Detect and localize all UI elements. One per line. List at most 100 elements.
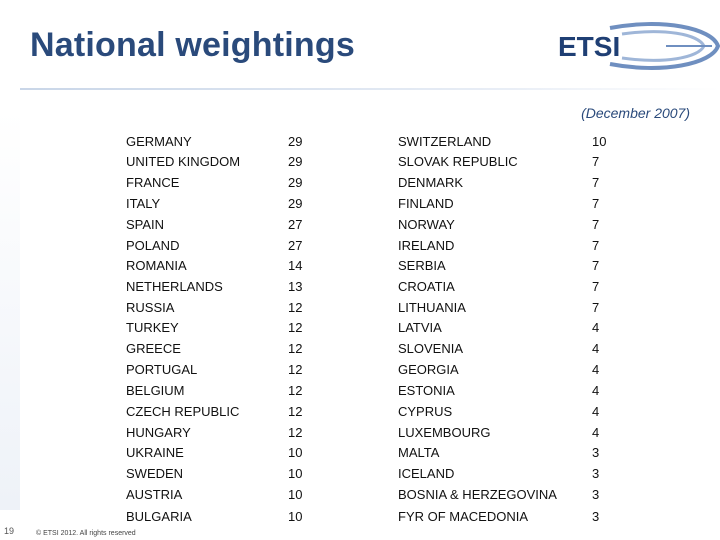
country-name-right: ICELAND <box>398 466 455 481</box>
country-name-right: LITHUANIA <box>398 300 466 315</box>
table-row: TURKEY 12 LATVIA 4 <box>126 318 616 338</box>
country-name-left: GREECE <box>126 341 181 356</box>
weight-left: 29 <box>288 196 303 211</box>
weight-right: 3 <box>592 509 600 524</box>
country-name-left: SWEDEN <box>126 466 184 481</box>
country-name-left: NETHERLANDS <box>126 279 223 294</box>
etsi-logo-icon: ETSI <box>558 22 720 70</box>
weight-left: 13 <box>288 279 303 294</box>
table-row: POLAND 27 IRELAND 7 <box>126 236 616 256</box>
weight-right: 7 <box>592 279 600 294</box>
date-caption: (December 2007) <box>581 105 690 121</box>
weight-left: 29 <box>288 175 303 190</box>
country-name-left: RUSSIA <box>126 300 175 315</box>
weight-left: 12 <box>288 425 303 440</box>
weight-right: 3 <box>592 445 600 460</box>
weight-right: 7 <box>592 154 600 169</box>
weight-right: 4 <box>592 383 600 398</box>
table-row: GERMANY 29 SWITZERLAND 10 <box>126 132 616 152</box>
table-row: RUSSIA 12 LITHUANIA 7 <box>126 298 616 318</box>
weight-right: 4 <box>592 320 600 335</box>
country-name-left: UNITED KINGDOM <box>126 154 241 169</box>
weight-left: 10 <box>288 509 303 524</box>
table-row: ITALY 29 FINLAND 7 <box>126 194 616 214</box>
weight-right: 10 <box>592 134 607 149</box>
country-name-left: POLAND <box>126 238 180 253</box>
table-row: FRANCE 29 DENMARK 7 <box>126 173 616 193</box>
table-row: PORTUGAL 12 GEORGIA 4 <box>126 360 616 380</box>
weight-left: 29 <box>288 154 303 169</box>
weight-right: 7 <box>592 300 600 315</box>
weight-left: 29 <box>288 134 303 149</box>
table-row: BULGARIA 10 FYR OF MACEDONIA 3 <box>126 507 616 527</box>
weightings-table: GERMANY 29 SWITZERLAND 10 UNITED KINGDOM 29 SL… <box>126 132 616 532</box>
weight-right: 7 <box>592 217 600 232</box>
country-name-left: GERMANY <box>126 134 192 149</box>
weight-left: 27 <box>288 217 303 232</box>
country-name-right: SLOVAK REPUBLIC <box>398 154 518 169</box>
country-name-left: FRANCE <box>126 175 180 190</box>
etsi-logo: ETSI <box>552 22 720 70</box>
country-name-right: FYR OF MACEDONIA <box>398 509 529 524</box>
svg-text:ETSI: ETSI <box>558 31 620 62</box>
slide-title: National weightings <box>30 26 355 64</box>
table-row: UKRAINE 10 MALTA 3 <box>126 443 616 463</box>
weight-left: 10 <box>288 466 303 481</box>
table-row: AUSTRIA 10 BOSNIA & HERZEGOVINA 3 <box>126 485 616 505</box>
country-name-right: ESTONIA <box>398 383 455 398</box>
weight-left: 14 <box>288 258 303 273</box>
weight-right: 7 <box>592 196 600 211</box>
weight-left: 12 <box>288 383 303 398</box>
weight-right: 3 <box>592 487 600 502</box>
weight-right: 4 <box>592 362 600 377</box>
country-name-right: IRELAND <box>398 238 455 253</box>
country-name-right: SLOVENIA <box>398 341 464 356</box>
weight-left: 12 <box>288 404 303 419</box>
country-name-left: BULGARIA <box>126 509 192 524</box>
table-row: SWEDEN 10 ICELAND 3 <box>126 464 616 484</box>
page-number: 19 <box>4 526 15 536</box>
weight-right: 3 <box>592 466 600 481</box>
weight-right: 7 <box>592 175 600 190</box>
country-name-right: MALTA <box>398 445 440 460</box>
country-name-right: SWITZERLAND <box>398 134 492 149</box>
country-name-left: ITALY <box>126 196 161 211</box>
country-name-right: BOSNIA & HERZEGOVINA <box>398 487 557 502</box>
country-name-right: SERBIA <box>398 258 446 273</box>
country-name-left: UKRAINE <box>126 445 184 460</box>
country-name-left: CZECH REPUBLIC <box>126 404 240 419</box>
weight-right: 7 <box>592 238 600 253</box>
weight-right: 4 <box>592 404 600 419</box>
weight-left: 27 <box>288 238 303 253</box>
weight-left: 10 <box>288 487 303 502</box>
country-name-left: PORTUGAL <box>126 362 198 377</box>
weight-left: 10 <box>288 445 303 460</box>
country-name-left: SPAIN <box>126 217 165 232</box>
slide-header: National weightings ETSI <box>0 0 720 100</box>
country-name-right: NORWAY <box>398 217 455 232</box>
weight-left: 12 <box>288 300 303 315</box>
country-name-left: ROMANIA <box>126 258 187 273</box>
country-name-right: CYPRUS <box>398 404 453 419</box>
weight-left: 12 <box>288 320 303 335</box>
country-name-left: TURKEY <box>126 320 179 335</box>
copyright-text: © ETSI 2012. All rights reserved <box>36 530 136 537</box>
table-row: CZECH REPUBLIC 12 CYPRUS 4 <box>126 402 616 422</box>
weight-right: 4 <box>592 425 600 440</box>
country-name-right: GEORGIA <box>398 362 459 377</box>
table-row: BELGIUM 12 ESTONIA 4 <box>126 381 616 401</box>
table-row: GREECE 12 SLOVENIA 4 <box>126 339 616 359</box>
table-row: NETHERLANDS 13 CROATIA 7 <box>126 277 616 297</box>
country-name-right: LATVIA <box>398 320 442 335</box>
country-name-left: HUNGARY <box>126 425 191 440</box>
left-margin-decoration <box>0 110 20 510</box>
country-name-right: CROATIA <box>398 279 455 294</box>
table-row: ROMANIA 14 SERBIA 7 <box>126 256 616 276</box>
country-name-right: LUXEMBOURG <box>398 425 491 440</box>
country-name-right: DENMARK <box>398 175 464 190</box>
country-name-right: FINLAND <box>398 196 454 211</box>
weight-left: 12 <box>288 341 303 356</box>
weight-left: 12 <box>288 362 303 377</box>
weight-right: 7 <box>592 258 600 273</box>
country-name-left: AUSTRIA <box>126 487 183 502</box>
